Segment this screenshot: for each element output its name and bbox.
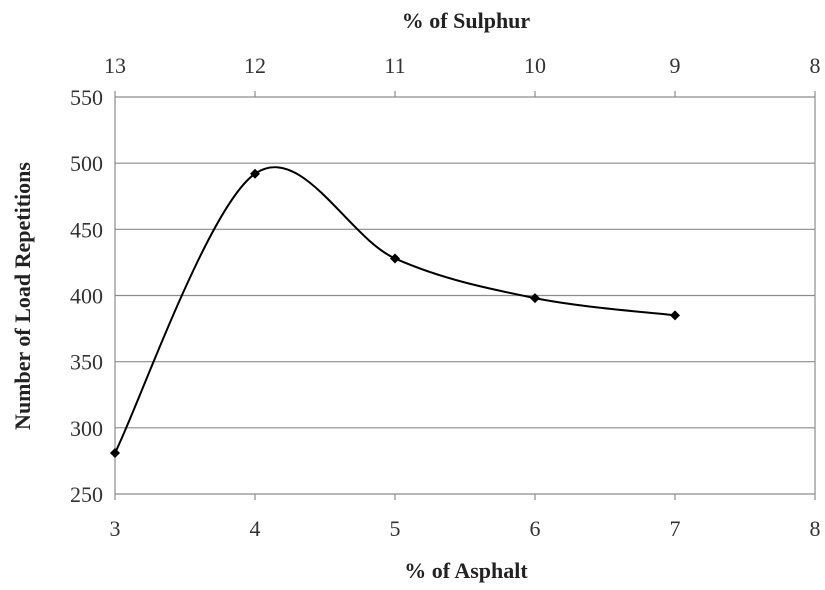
data-point [110,447,120,458]
y-axis-title: Number of Load Repetitions [10,162,35,430]
data-point [250,168,260,179]
y-tick-label: 550 [70,85,103,110]
data-point [530,293,540,304]
x-tick-label: 4 [250,516,261,541]
x-tick-label: 6 [530,516,541,541]
axes [114,91,816,500]
y-tick-label: 500 [70,151,103,176]
x-tick-label: 8 [810,516,821,541]
data-point [390,253,400,264]
x2-tick-labels: 13 12 11 10 9 8 [104,53,821,78]
x2-axis-title: % of Sulphur [402,8,531,33]
data-points [110,168,680,458]
x2-tick-label: 12 [244,53,266,78]
y-tick-label: 250 [70,482,103,507]
x-tick-label: 3 [110,516,121,541]
x-tick-labels: 3 4 5 6 7 8 [110,516,821,541]
x-tick-label: 7 [670,516,681,541]
x2-tick-label: 9 [670,53,681,78]
x2-tick-label: 8 [810,53,821,78]
x2-tick-label: 11 [384,53,405,78]
y-tick-label: 450 [70,217,103,242]
x2-tick-label: 10 [524,53,546,78]
y-tick-label: 300 [70,416,103,441]
x-axis-title: % of Asphalt [404,558,528,583]
series-line [114,166,676,454]
y-tick-label: 400 [70,284,103,309]
x2-tick-label: 13 [104,53,126,78]
y-tick-label: 350 [70,350,103,375]
gridlines [115,96,815,495]
data-point [670,310,680,321]
x-tick-label: 5 [390,516,401,541]
y-tick-labels: 250 300 350 400 450 500 550 [70,85,103,507]
